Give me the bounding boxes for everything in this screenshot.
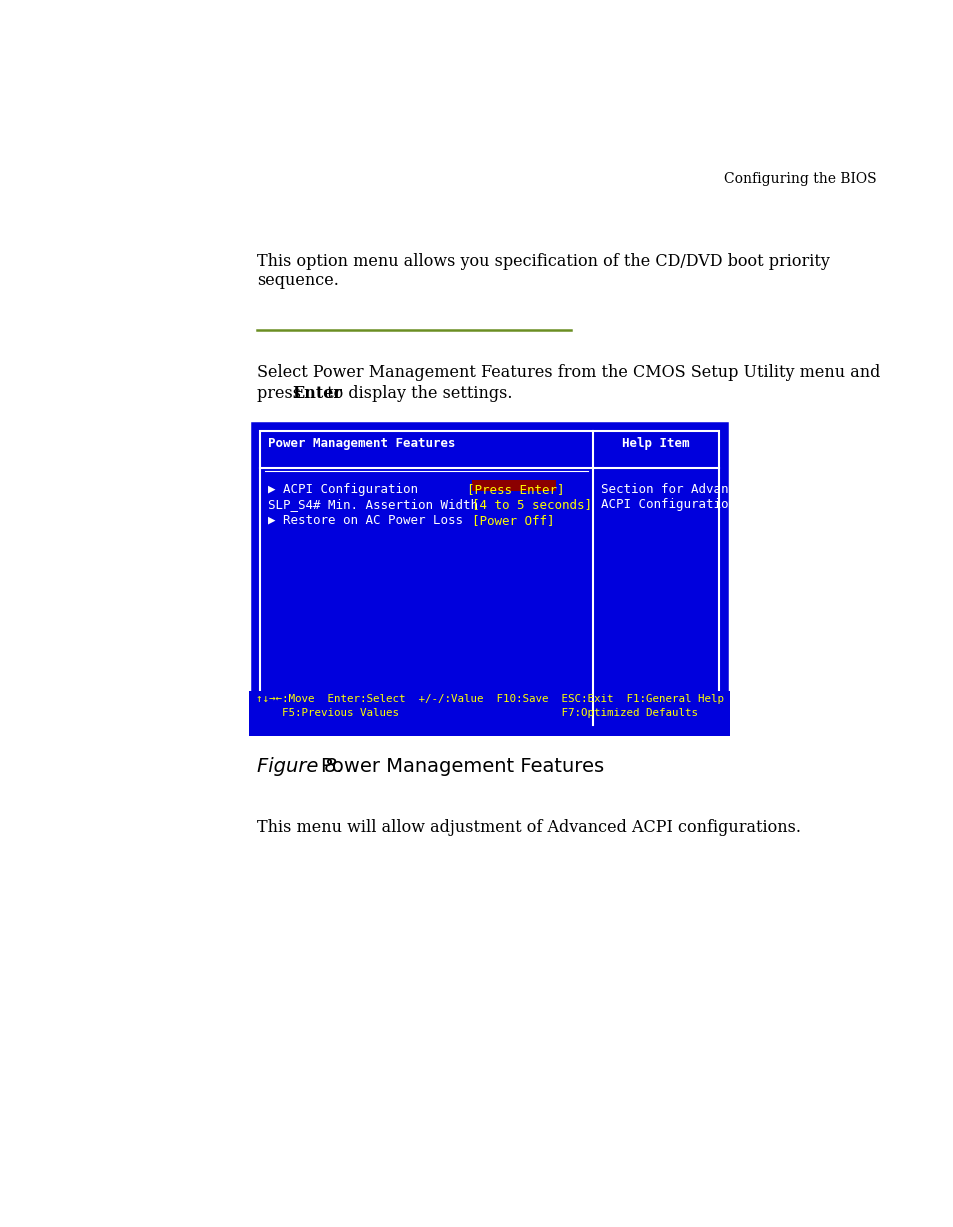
Text: ▶ ACPI Configuration: ▶ ACPI Configuration <box>268 483 417 496</box>
Bar <box>260 431 719 725</box>
Text: [Power Off]: [Power Off] <box>472 514 554 526</box>
Text: to display the settings.: to display the settings. <box>321 385 512 402</box>
Text: sequence.: sequence. <box>257 272 338 290</box>
Text: Power Management Features: Power Management Features <box>268 437 456 450</box>
Bar <box>249 420 729 735</box>
Text: F5:Previous Values                         F7:Optimized Defaults: F5:Previous Values F7:Optimized Defaults <box>281 708 697 718</box>
Bar <box>249 420 729 735</box>
Text: Power Management Features: Power Management Features <box>320 757 603 777</box>
Text: Select Power Management Features from the CMOS Setup Utility menu and: Select Power Management Features from th… <box>257 364 880 382</box>
Bar <box>472 480 555 492</box>
Text: Enter: Enter <box>292 385 341 402</box>
Text: This menu will allow adjustment of Advanced ACPI configurations.: This menu will allow adjustment of Advan… <box>257 818 801 836</box>
Text: SLP_S4# Min. Assertion Width: SLP_S4# Min. Assertion Width <box>268 498 477 512</box>
Text: ACPI Configuration.: ACPI Configuration. <box>600 498 742 512</box>
Text: Figure 8.: Figure 8. <box>257 757 343 777</box>
Text: ▶ Restore on AC Power Loss: ▶ Restore on AC Power Loss <box>268 514 462 526</box>
Text: This option menu allows you specification of the CD/DVD boot priority: This option menu allows you specificatio… <box>257 253 829 270</box>
Text: Configuring the BIOS: Configuring the BIOS <box>723 172 876 185</box>
Bar <box>249 691 729 735</box>
Text: Help Item: Help Item <box>621 437 689 450</box>
Text: [Press Enter]: [Press Enter] <box>466 483 563 496</box>
Text: [4 to 5 seconds]: [4 to 5 seconds] <box>472 498 591 512</box>
Text: Section for Advanced: Section for Advanced <box>600 483 750 496</box>
Text: ↑↓→←:Move  Enter:Select  +/-/:Value  F10:Save  ESC:Exit  F1:General Help: ↑↓→←:Move Enter:Select +/-/:Value F10:Sa… <box>255 694 723 704</box>
Text: press: press <box>257 385 306 402</box>
